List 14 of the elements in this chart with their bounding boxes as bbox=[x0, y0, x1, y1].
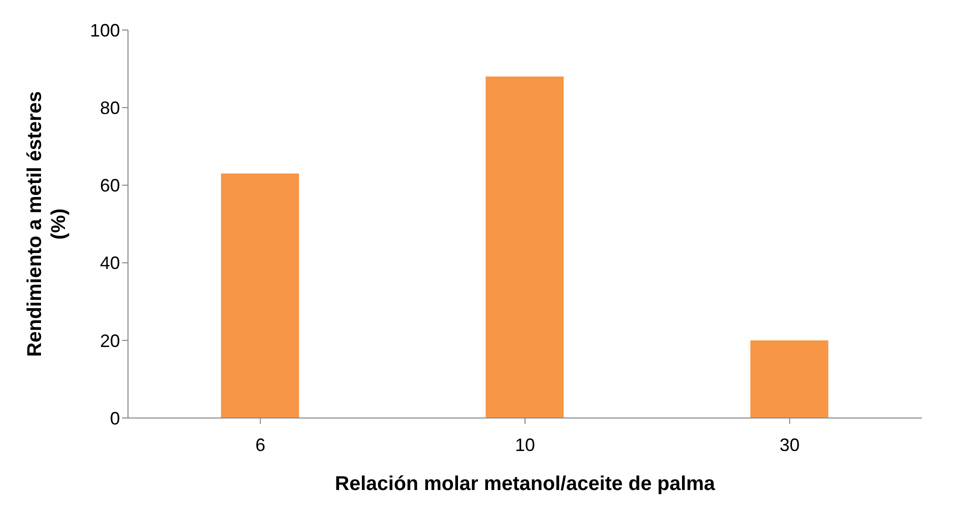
bar bbox=[221, 174, 299, 418]
y-axis-title: Rendimiento a metil ésteres (%) bbox=[24, 91, 70, 357]
y-tick-label: 100 bbox=[90, 20, 120, 40]
x-tick-label: 6 bbox=[255, 434, 266, 455]
x-tick-label: 10 bbox=[514, 434, 536, 455]
y-tick-label: 80 bbox=[100, 98, 120, 118]
bar bbox=[486, 76, 564, 418]
y-tick-label: 0 bbox=[110, 408, 120, 428]
x-axis-title: Relación molar metanol/aceite de palma bbox=[334, 473, 716, 495]
y-tick-label: 20 bbox=[100, 330, 120, 351]
x-tick-label: 30 bbox=[780, 434, 800, 455]
bar bbox=[750, 340, 828, 418]
y-tick-label: 60 bbox=[100, 176, 120, 196]
y-tick-label: 40 bbox=[100, 253, 120, 274]
